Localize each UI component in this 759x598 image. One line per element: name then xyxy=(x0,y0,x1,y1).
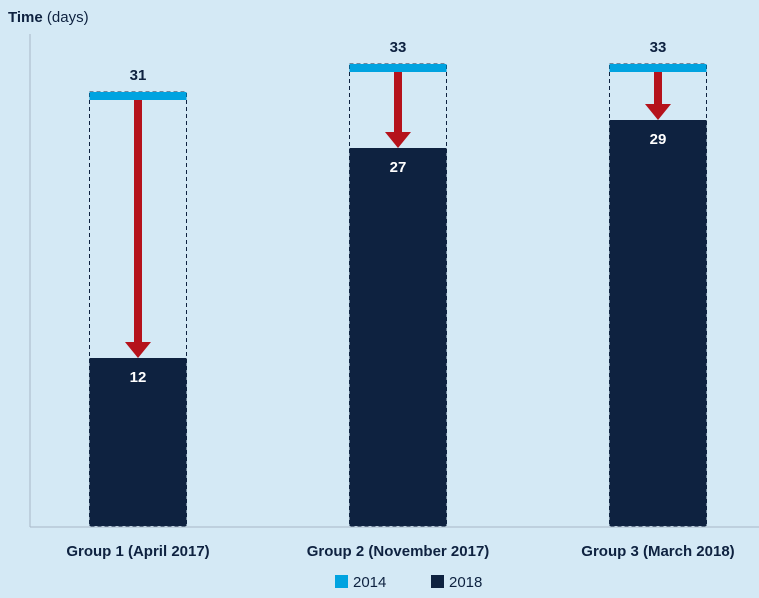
value-label-2018: 27 xyxy=(390,159,407,176)
y-axis-label: Time (days) xyxy=(8,9,89,26)
bar-2014-cap xyxy=(609,64,707,72)
value-label-2018: 29 xyxy=(650,131,667,148)
change-arrow-head xyxy=(125,342,151,358)
bar-2018 xyxy=(349,148,447,526)
change-arrow-shaft xyxy=(134,100,142,344)
x-tick-label: Group 2 (November 2017) xyxy=(307,543,490,560)
bar-2014-cap xyxy=(89,92,187,100)
change-arrow-shaft xyxy=(394,72,402,134)
change-arrow-shaft xyxy=(654,72,662,106)
x-tick-label: Group 3 (March 2018) xyxy=(581,543,734,560)
change-arrow-head xyxy=(385,132,411,148)
value-label-2014: 33 xyxy=(650,39,667,56)
value-label-2018: 12 xyxy=(130,369,147,386)
legend-label: 2018 xyxy=(449,574,482,591)
legend-swatch xyxy=(335,575,348,588)
legend-label: 2014 xyxy=(353,574,386,591)
bar-2018 xyxy=(609,120,707,526)
value-label-2014: 33 xyxy=(390,39,407,56)
y-axis-label-main: Time xyxy=(8,9,43,26)
legend-swatch xyxy=(431,575,444,588)
value-label-2014: 31 xyxy=(130,67,147,84)
change-arrow-head xyxy=(645,104,671,120)
bar-2018 xyxy=(89,358,187,526)
x-tick-label: Group 1 (April 2017) xyxy=(66,543,209,560)
bar-2014-cap xyxy=(349,64,447,72)
y-axis-label-unit: (days) xyxy=(47,9,89,26)
